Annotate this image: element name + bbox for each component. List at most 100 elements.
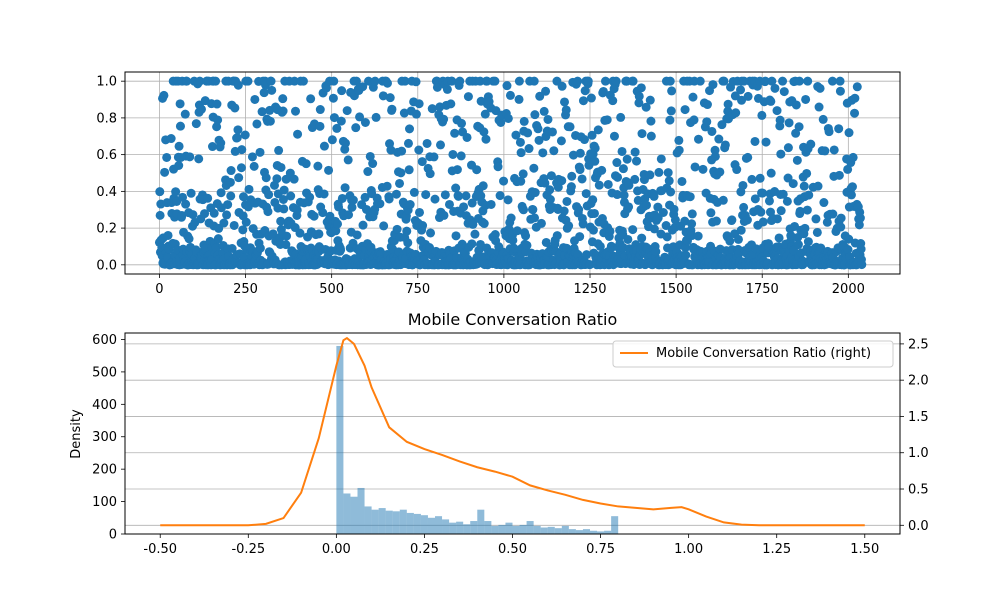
- scatter-point: [685, 192, 695, 202]
- scatter-point: [750, 136, 760, 146]
- histogram-right-y-tick-label: 1.5: [908, 410, 929, 425]
- scatter-point: [479, 219, 489, 229]
- scatter-point: [538, 148, 548, 158]
- histogram-bar: [435, 516, 443, 534]
- scatter-point: [244, 184, 254, 194]
- scatter-point: [677, 176, 687, 186]
- scatter-point: [743, 152, 753, 162]
- scatter-point: [162, 152, 172, 162]
- scatter-point: [516, 176, 526, 186]
- scatter-point: [693, 231, 703, 241]
- scatter-point: [177, 210, 187, 220]
- scatter-point: [579, 135, 589, 145]
- scatter-point: [732, 165, 742, 175]
- scatter-point: [637, 129, 647, 139]
- histogram-y-axis-label: Density: [69, 409, 84, 459]
- scatter-point: [482, 76, 492, 86]
- scatter-point: [760, 76, 770, 86]
- scatter-point: [329, 113, 339, 123]
- scatter-point: [637, 233, 647, 243]
- scatter-point: [727, 215, 737, 225]
- scatter-point: [557, 81, 567, 91]
- scatter-point: [776, 149, 786, 159]
- scatter-point: [313, 161, 323, 171]
- histogram-left-y-axis: 0 100 200 300 400 500 600: [92, 333, 125, 543]
- scatter-point: [301, 159, 311, 169]
- scatter-point: [747, 174, 757, 184]
- scatter-point: [281, 240, 291, 250]
- scatter-point: [559, 206, 569, 216]
- scatter-point: [355, 112, 365, 122]
- scatter-point: [590, 143, 600, 153]
- scatter-point: [535, 91, 545, 101]
- scatter-point: [329, 76, 339, 86]
- scatter-point: [216, 138, 226, 148]
- scatter-point: [688, 92, 698, 102]
- scatter-point: [240, 130, 250, 140]
- histogram-bar: [561, 525, 569, 534]
- histogram-bar: [547, 526, 555, 534]
- scatter-point: [756, 207, 766, 217]
- scatter-point: [658, 208, 668, 218]
- scatter-point: [368, 159, 378, 169]
- scatter-point: [238, 192, 248, 202]
- histogram-bar: [449, 522, 457, 534]
- scatter-point: [382, 78, 392, 88]
- scatter-point: [333, 219, 343, 229]
- scatter-point: [327, 135, 337, 145]
- scatter-point: [293, 129, 303, 139]
- scatter-point: [624, 180, 634, 190]
- scatter-y-axis: 0.0 0.2 0.4 0.6 0.8 1.0: [96, 75, 125, 273]
- scatter-point: [415, 207, 424, 217]
- scatter-point: [707, 126, 717, 136]
- scatter-point: [598, 86, 608, 96]
- scatter-point: [174, 161, 184, 171]
- scatter-point: [185, 152, 195, 162]
- scatter-point: [506, 213, 516, 223]
- histogram-bar: [385, 510, 393, 534]
- scatter-point: [209, 208, 219, 218]
- scatter-point: [651, 247, 661, 257]
- scatter-point: [343, 155, 353, 165]
- scatter-point: [846, 190, 856, 200]
- scatter-point: [518, 169, 528, 179]
- scatter-point: [594, 180, 604, 190]
- scatter-point: [546, 171, 556, 181]
- histogram-right-y-tick-label: 0.0: [908, 519, 929, 534]
- histogram-right-y-tick-label: 2.5: [908, 337, 929, 352]
- scatter-point: [539, 106, 549, 116]
- scatter-point: [681, 250, 691, 260]
- scatter-point: [276, 162, 286, 172]
- scatter-point: [196, 104, 206, 114]
- scatter-point: [182, 76, 192, 86]
- scatter-point: [523, 128, 533, 138]
- scatter-point: [634, 98, 644, 108]
- scatter-point: [680, 243, 690, 253]
- scatter-point: [222, 210, 232, 220]
- scatter-point: [203, 193, 213, 203]
- histogram-bar: [392, 511, 400, 534]
- scatter-point: [171, 187, 181, 197]
- scatter-point: [475, 76, 485, 86]
- histogram-bar: [597, 531, 605, 534]
- scatter-point: [680, 216, 690, 226]
- scatter-point: [622, 154, 632, 164]
- scatter-point: [799, 181, 809, 191]
- histogram-bar: [350, 496, 358, 534]
- scatter-point: [588, 195, 598, 205]
- scatter-point: [213, 234, 223, 244]
- scatter-point: [447, 76, 457, 86]
- scatter-point: [247, 152, 257, 162]
- scatter-point: [736, 85, 746, 95]
- scatter-point: [670, 215, 680, 225]
- scatter-point: [653, 202, 663, 212]
- scatter-point: [229, 220, 239, 230]
- scatter-point: [794, 76, 804, 86]
- scatter-point: [448, 149, 458, 159]
- scatter-point: [155, 187, 165, 197]
- scatter-point: [694, 134, 703, 144]
- scatter-point: [440, 190, 450, 200]
- scatter-point: [778, 76, 788, 86]
- scatter-point: [802, 205, 812, 215]
- scatter-point: [702, 100, 712, 110]
